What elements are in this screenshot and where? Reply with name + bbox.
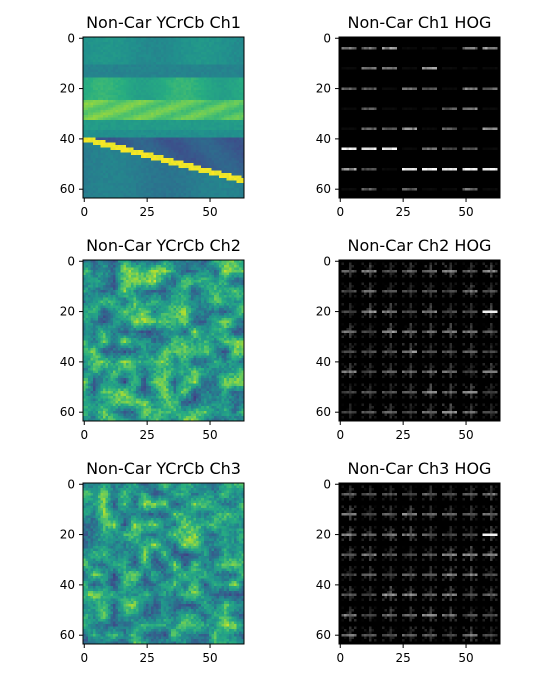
subplot-3: Non-Car YCrCb Ch2 0 25 50 0 20 40 60 — [60, 236, 245, 442]
y-tick-label: 40 — [60, 132, 75, 146]
subplot-2: Non-Car Ch1 HOG 0 25 50 0 20 40 60 — [316, 13, 501, 219]
x-tick-label: 0 — [336, 205, 344, 219]
x-tick-label: 0 — [80, 205, 88, 219]
x-tick-label: 25 — [140, 428, 155, 442]
x-tick-label: 25 — [396, 205, 411, 219]
y-tick-label: 40 — [316, 355, 331, 369]
x-tick-label: 25 — [140, 651, 155, 665]
x-tick-label: 0 — [336, 428, 344, 442]
y-tick-label: 60 — [316, 405, 331, 419]
subplot-title: Non-Car YCrCb Ch1 — [86, 13, 241, 32]
y-tick-label: 0 — [323, 477, 331, 491]
subplot-5: Non-Car YCrCb Ch3 0 25 50 0 20 40 60 — [60, 459, 245, 665]
heatmap-image — [83, 483, 245, 645]
heatmap-image — [339, 260, 501, 422]
y-tick-label: 60 — [60, 182, 75, 196]
y-tick-label: 20 — [60, 528, 75, 542]
axes-frame — [338, 36, 501, 199]
y-tick-label: 60 — [316, 628, 331, 642]
subplot-title: Non-Car Ch2 HOG — [348, 236, 492, 255]
x-tick-label: 25 — [396, 651, 411, 665]
x-tick-label: 25 — [140, 205, 155, 219]
x-tick-label: 50 — [458, 428, 473, 442]
y-tick-label: 20 — [60, 82, 75, 96]
x-tick-label: 50 — [202, 651, 217, 665]
x-tick-label: 0 — [80, 428, 88, 442]
axes-frame — [82, 259, 245, 422]
y-tick-label: 0 — [323, 254, 331, 268]
subplot-title: Non-Car YCrCb Ch3 — [86, 459, 241, 478]
y-tick-label: 40 — [316, 132, 331, 146]
x-tick-label: 0 — [80, 651, 88, 665]
y-tick-label: 40 — [60, 578, 75, 592]
x-tick-label: 50 — [202, 428, 217, 442]
y-tick-label: 0 — [67, 254, 75, 268]
heatmap-image — [339, 483, 501, 645]
y-tick-label: 60 — [316, 182, 331, 196]
subplot-title: Non-Car YCrCb Ch2 — [86, 236, 241, 255]
axes-frame — [338, 482, 501, 645]
y-tick-label: 20 — [316, 528, 331, 542]
y-tick-label: 0 — [323, 31, 331, 45]
x-tick-label: 50 — [458, 651, 473, 665]
heatmap-image — [339, 37, 501, 199]
axes-frame — [82, 36, 245, 199]
x-tick-label: 25 — [396, 428, 411, 442]
y-tick-label: 20 — [316, 82, 331, 96]
subplot-1: Non-Car YCrCb Ch1 0 25 50 0 20 40 60 — [60, 13, 245, 219]
y-tick-label: 60 — [60, 628, 75, 642]
subplot-4: Non-Car Ch2 HOG 0 25 50 0 20 40 60 — [316, 236, 501, 442]
x-tick-label: 0 — [336, 651, 344, 665]
heatmap-image — [83, 260, 245, 422]
subplot-title: Non-Car Ch1 HOG — [348, 13, 492, 32]
y-tick-label: 60 — [60, 405, 75, 419]
subplot-6: Non-Car Ch3 HOG 0 25 50 0 20 40 60 — [316, 459, 501, 665]
y-tick-label: 0 — [67, 477, 75, 491]
x-tick-label: 50 — [458, 205, 473, 219]
y-tick-label: 40 — [60, 355, 75, 369]
axes-frame — [338, 259, 501, 422]
axes-frame — [82, 482, 245, 645]
x-tick-label: 50 — [202, 205, 217, 219]
y-tick-label: 20 — [60, 305, 75, 319]
y-tick-label: 40 — [316, 578, 331, 592]
heatmap-image — [83, 37, 245, 199]
y-tick-label: 0 — [67, 31, 75, 45]
subplot-title: Non-Car Ch3 HOG — [348, 459, 492, 478]
y-tick-label: 20 — [316, 305, 331, 319]
